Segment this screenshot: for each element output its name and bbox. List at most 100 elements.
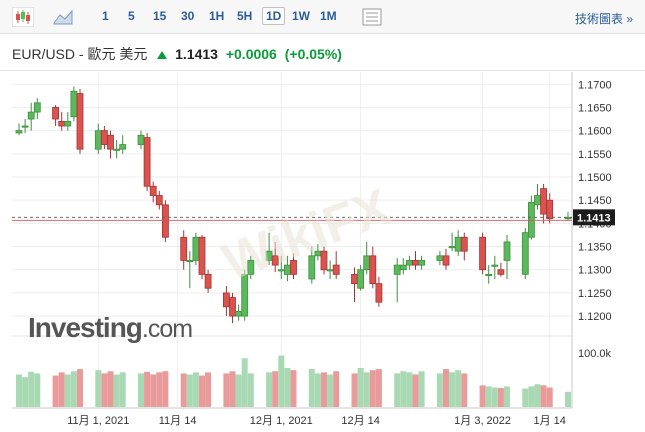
volume-bar bbox=[491, 387, 498, 407]
indicators-icon[interactable] bbox=[362, 7, 382, 27]
candle-body bbox=[357, 269, 365, 289]
timeframe-1m[interactable]: 1M bbox=[320, 9, 337, 23]
candle-body bbox=[198, 236, 206, 275]
x-tick-label: 1月 14 bbox=[533, 415, 565, 427]
candle-body bbox=[412, 260, 419, 266]
y-tick-label: 1.1500 bbox=[578, 172, 612, 184]
x-tick-label: 11月 1, 2021 bbox=[67, 415, 129, 427]
candle-body bbox=[21, 125, 29, 128]
candle-body bbox=[351, 273, 358, 285]
header-divider bbox=[0, 70, 645, 71]
candle-body bbox=[101, 130, 108, 145]
volume-bar bbox=[247, 373, 254, 407]
y-tick-label: 1.1200 bbox=[578, 311, 612, 323]
candle-body bbox=[308, 255, 316, 280]
candle-body bbox=[113, 148, 120, 151]
volume-bar bbox=[95, 370, 102, 407]
volume-bar bbox=[412, 374, 419, 407]
plot-area bbox=[12, 72, 572, 408]
candle-body bbox=[137, 134, 145, 145]
area-chart-icon[interactable] bbox=[52, 7, 74, 27]
volume-bar bbox=[119, 372, 126, 407]
timeframe-5[interactable]: 5 bbox=[128, 9, 135, 23]
candle-body bbox=[290, 260, 297, 275]
volume-bar bbox=[186, 374, 193, 407]
x-tick-label: 11月 14 bbox=[159, 415, 197, 427]
candle-body bbox=[491, 264, 499, 267]
candle-body bbox=[375, 283, 383, 303]
x-tick-label: 1月 3, 2022 bbox=[454, 415, 511, 427]
volume-bar bbox=[192, 372, 199, 407]
candle-body bbox=[192, 236, 200, 261]
volume-bar bbox=[418, 371, 425, 407]
volume-bar bbox=[58, 372, 65, 407]
volume-bar bbox=[497, 388, 504, 407]
candle-body bbox=[186, 260, 194, 263]
candle-body bbox=[149, 185, 157, 196]
volume-bar bbox=[528, 386, 535, 407]
candle-body bbox=[143, 137, 151, 187]
candle-body bbox=[155, 195, 163, 206]
candle-body bbox=[448, 246, 456, 249]
y-tick-label: 1.1250 bbox=[578, 288, 612, 300]
volume-tick-label: 100.0k bbox=[578, 348, 612, 360]
candle-body bbox=[15, 130, 23, 134]
candle-body bbox=[564, 216, 572, 220]
volume-bar bbox=[540, 385, 547, 407]
volume-bar bbox=[34, 373, 41, 407]
volume-bar bbox=[28, 371, 35, 407]
volume-bar bbox=[394, 373, 401, 407]
technical-chart-link[interactable]: 技術圖表 » bbox=[574, 12, 633, 26]
volume-bar bbox=[223, 373, 230, 407]
candlestick-chart-icon[interactable] bbox=[12, 7, 34, 27]
volume-bar bbox=[241, 358, 248, 407]
quote-header: EUR/USD - 歐元 美元 1.1413 +0.0006 (+0.05%) bbox=[12, 44, 342, 64]
timeframe-30[interactable]: 30 bbox=[181, 9, 195, 23]
candle-body bbox=[521, 232, 529, 275]
timeframe-1[interactable]: 1 bbox=[102, 9, 109, 23]
y-tick-label: 1.1600 bbox=[578, 126, 612, 138]
volume-bar bbox=[52, 375, 59, 407]
candle-body bbox=[76, 93, 84, 150]
volume-bar bbox=[327, 374, 334, 407]
volume-bar bbox=[333, 371, 340, 407]
candle-body bbox=[497, 269, 505, 275]
volume-bar bbox=[485, 386, 492, 407]
candle-body bbox=[247, 260, 255, 275]
volume-bar bbox=[205, 372, 212, 407]
candle-body bbox=[418, 260, 426, 266]
volume-bar bbox=[455, 370, 462, 407]
volume-bar bbox=[443, 369, 449, 407]
candle-body bbox=[454, 236, 462, 252]
volume-bar bbox=[290, 370, 297, 407]
volume-bar bbox=[144, 371, 151, 407]
candle-body bbox=[94, 130, 102, 150]
volume-bar bbox=[150, 374, 157, 407]
volume-bar bbox=[162, 371, 169, 407]
volume-bar bbox=[375, 369, 382, 407]
y-tick-label: 1.1550 bbox=[578, 149, 612, 161]
candle-body bbox=[332, 264, 340, 275]
candle-body bbox=[546, 199, 554, 220]
volume-bar bbox=[321, 372, 327, 407]
volume-bar bbox=[138, 373, 144, 407]
candle-body bbox=[363, 255, 371, 271]
timeframe-1w[interactable]: 1W bbox=[292, 9, 310, 23]
volume-bar bbox=[449, 372, 456, 407]
candle-body bbox=[405, 260, 413, 266]
candle-body bbox=[485, 273, 493, 276]
current-price-badge bbox=[573, 209, 615, 226]
volume-bar bbox=[272, 371, 279, 407]
price-change-percent: (+0.05%) bbox=[284, 46, 342, 62]
timeframe-1h[interactable]: 1H bbox=[209, 9, 225, 23]
candle-body bbox=[33, 102, 41, 113]
price-chart[interactable]: 1.1700 1.1650 1.1600 1.1550 1.1500 1.1450 1.14… bbox=[0, 72, 645, 432]
candle-body bbox=[161, 204, 169, 238]
timeframe-15[interactable]: 15 bbox=[153, 9, 167, 23]
x-tick-label: 12月 14 bbox=[341, 415, 380, 427]
volume-bar bbox=[16, 374, 22, 407]
timeframe-5h[interactable]: 5H bbox=[237, 9, 253, 23]
volume-bar bbox=[479, 385, 486, 407]
timeframe-1d[interactable]: 1D bbox=[262, 7, 286, 25]
candle-body bbox=[180, 236, 188, 261]
